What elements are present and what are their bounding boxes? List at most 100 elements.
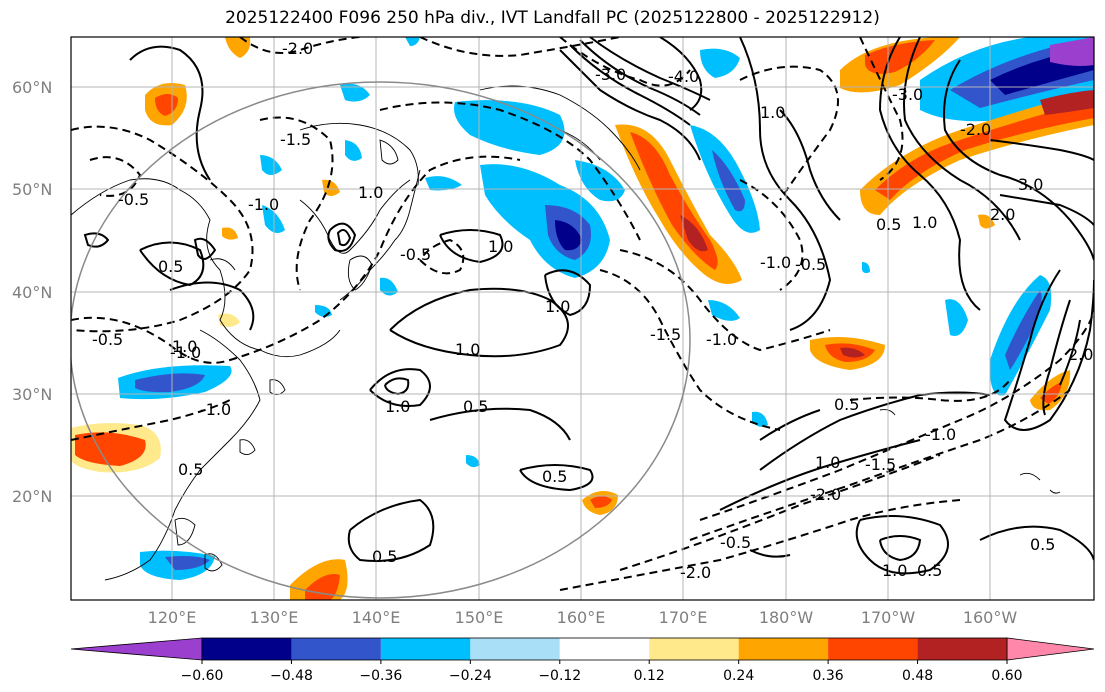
contour-label: 0.5 — [463, 397, 488, 416]
colorbar-segment — [917, 638, 1007, 660]
contour-label: -3.0 — [892, 85, 923, 104]
contour-label: 0.5 — [372, 547, 397, 566]
longitude-labels: 120°E 130°E 140°E 150°E 160°E 170°E 180°… — [148, 608, 1018, 627]
shade-neg — [466, 455, 480, 468]
contour-label: 2.0 — [1068, 345, 1093, 364]
contour-label: -0.5 — [795, 255, 826, 274]
contour-pos — [999, 194, 1094, 226]
radius-circle — [71, 81, 691, 599]
contour-neg — [419, 37, 621, 57]
shade-neg — [712, 150, 745, 212]
contour-pos — [979, 525, 1094, 561]
contour-pos — [719, 439, 921, 511]
contour-neg — [599, 269, 781, 431]
contour-neg — [559, 499, 961, 591]
shade-pos — [865, 40, 935, 74]
contour-label: 3.0 — [1018, 175, 1043, 194]
contour-label: 1.0 — [385, 397, 410, 416]
contour-pos — [384, 377, 410, 396]
contour-pos — [879, 535, 922, 562]
contour-pos — [1042, 299, 1071, 416]
contour-label: -0.5 — [118, 190, 149, 209]
contour-pos — [83, 232, 110, 248]
contour-pos — [579, 39, 701, 116]
contour-pos — [903, 37, 1021, 241]
contour-pos — [749, 549, 791, 558]
contour-label: 0.5 — [917, 561, 942, 580]
contour-pos — [779, 109, 841, 221]
shade-pos — [75, 432, 146, 466]
colorbar-tick-label: −0.60 — [181, 668, 224, 684]
shade-neg — [555, 220, 582, 251]
divergence-contours — [71, 37, 1094, 591]
lon-label: 150°E — [455, 608, 504, 627]
contour-neg — [259, 116, 334, 291]
contour-neg — [379, 101, 641, 241]
colorbar-arrow-low — [70, 637, 203, 661]
shade-neg — [340, 83, 370, 102]
contour-pos — [589, 37, 711, 101]
contour-label: 1.0 — [545, 297, 570, 316]
shade-neg — [425, 176, 462, 191]
contour-neg — [619, 454, 941, 571]
shade-pos — [680, 215, 708, 252]
contour-label: -2.0 — [282, 39, 313, 58]
shade-neg — [700, 48, 740, 78]
colorbar-segment — [202, 638, 292, 660]
colorbar-tick-label: 0.24 — [723, 668, 754, 684]
contour-label: -1.0 — [925, 425, 956, 444]
shade-neg — [945, 299, 968, 336]
lon-label: 140°E — [352, 608, 401, 627]
contour-neg — [71, 399, 231, 441]
lon-label: 180°W — [759, 608, 814, 627]
shade-pos — [1040, 382, 1062, 404]
shade-neg — [135, 373, 205, 393]
colorbar-arrow-high — [1006, 637, 1095, 661]
contour-label: 1.0 — [882, 561, 907, 580]
shade-pos — [1040, 90, 1094, 115]
lat-label: 60°N — [12, 78, 52, 97]
contour-label: -1.0 — [170, 343, 201, 362]
shade-pos — [225, 37, 251, 58]
colorbar-tick-label: −0.24 — [449, 668, 492, 684]
colorbar-segment — [559, 638, 650, 660]
lat-label: 40°N — [12, 283, 52, 302]
contour-neg — [739, 65, 839, 201]
contour-neg — [849, 379, 1011, 402]
shade-neg — [380, 277, 398, 296]
shade-neg — [862, 262, 870, 274]
contour-label: -0.5 — [92, 330, 123, 349]
colorbar-segment — [649, 638, 739, 660]
colorbar-tick-label: 0.12 — [634, 668, 665, 684]
contour-pos — [336, 228, 352, 247]
shade-pos — [590, 496, 612, 508]
contour-neg — [71, 155, 521, 364]
colorbar-tick-label: −0.36 — [359, 668, 402, 684]
shade-neg — [165, 556, 210, 570]
contour-pos — [739, 37, 832, 331]
plot-area — [71, 37, 1094, 600]
shade-neg — [1050, 37, 1094, 66]
contour-label: 1.0 — [172, 337, 197, 356]
contour-label: 0.5 — [834, 395, 859, 414]
divergence-shading — [71, 37, 1094, 600]
shade-neg — [1005, 290, 1042, 370]
contour-label: 0.5 — [542, 467, 567, 486]
shade-pos — [978, 214, 995, 229]
contour-label: -1.0 — [200, 400, 231, 419]
colorbar-tick-label: 0.60 — [991, 668, 1022, 684]
contour-label: 0.5 — [158, 257, 183, 276]
contour-label: 1.0 — [760, 103, 785, 122]
contour-pos — [439, 229, 504, 264]
contour-pos — [347, 498, 435, 562]
contour-neg — [239, 37, 361, 54]
colorbar: −0.60 −0.48 −0.36 −0.24 −0.12 0.12 0.24 0.36 0.4… — [70, 637, 1095, 684]
colorbar-tick-label: −0.48 — [270, 668, 313, 684]
latitude-labels: 60°N 50°N 40°N 30°N 20°N — [12, 78, 52, 506]
lon-label: 130°E — [250, 608, 299, 627]
contour-label: 0.5 — [876, 215, 901, 234]
contour-label: -1.0 — [248, 195, 279, 214]
contour-label: -1.5 — [650, 325, 681, 344]
contour-pos — [759, 409, 821, 441]
